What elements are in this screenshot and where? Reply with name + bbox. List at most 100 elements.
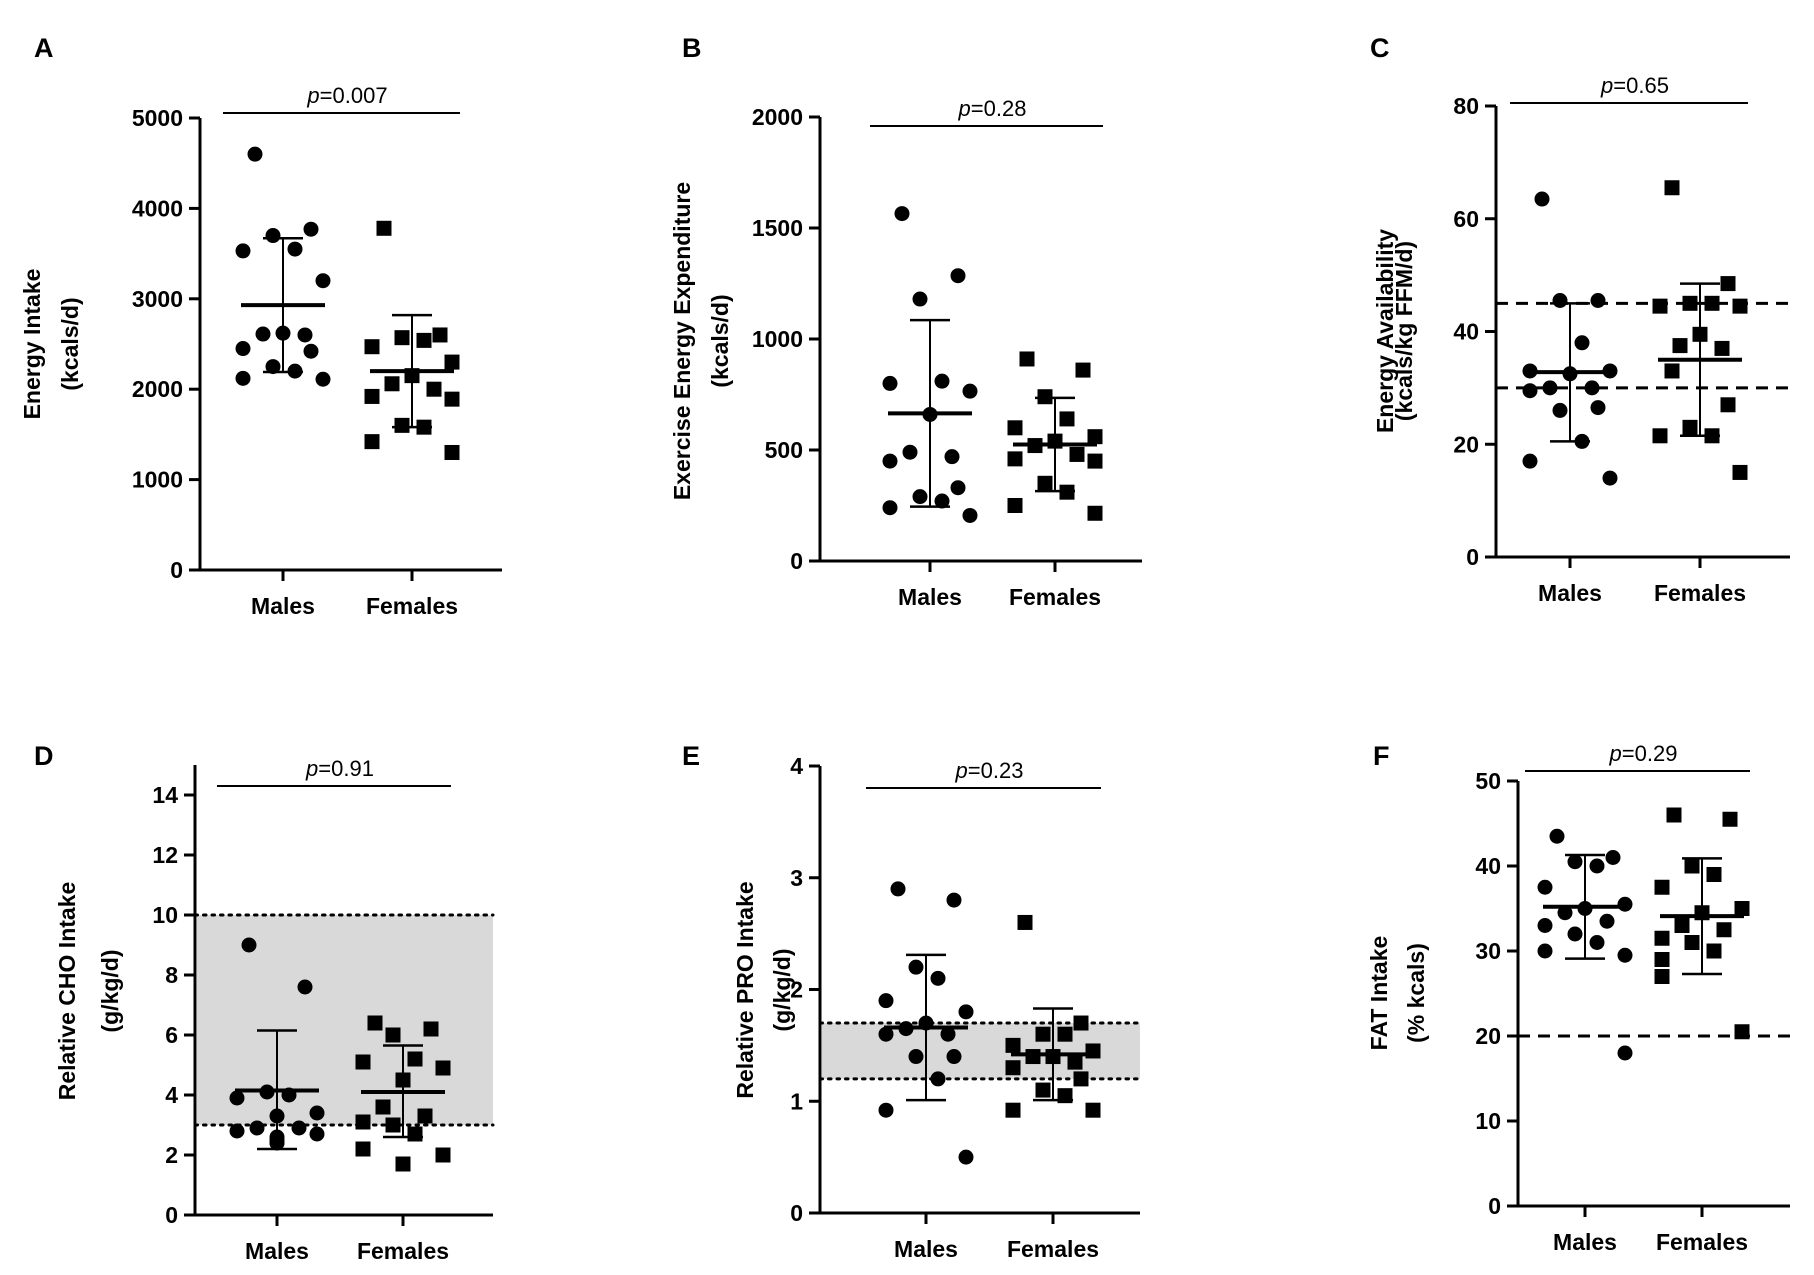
data-point-females [1025,1049,1041,1065]
y-tick-label: 6 [165,1022,178,1048]
data-point-females [384,376,400,392]
data-point-females [1057,1026,1073,1042]
data-point-females [375,1099,391,1115]
data-point-males [247,146,263,162]
data-point-females [1664,180,1680,196]
y-tick-label: 3000 [132,286,183,312]
data-point-males [229,1123,245,1139]
y-tick-label: 60 [1453,206,1479,232]
data-point-males [229,1090,245,1106]
data-point-females [355,1141,371,1157]
data-point-females [435,1147,451,1163]
data-point-males [912,291,928,307]
data-point-females [1087,429,1103,445]
data-point-males [287,241,303,257]
y-tick-label: 10 [152,902,178,928]
panel-letter: F [1373,741,1390,771]
y-tick-label: 5000 [132,105,183,131]
x-category-label: Males [1538,580,1602,606]
data-point-females [1666,807,1682,823]
y-tick-label: 14 [152,782,178,808]
data-point-females [444,444,460,460]
data-point-females [1073,1071,1089,1087]
data-point-females [394,417,410,433]
data-point-males [878,1102,894,1118]
data-point-females [1017,914,1033,930]
data-point-males [309,1126,325,1142]
y-axis-label: (% kcals) [1403,943,1429,1043]
data-point-females [1672,338,1688,354]
data-point-females [1706,867,1722,882]
data-point-females [1035,1026,1051,1042]
data-point-females [364,388,380,404]
data-point-females [1664,363,1680,379]
y-axis-label: Exercise Energy Expenditure [669,182,695,500]
data-point-females [395,1156,411,1172]
y-tick-label: 2 [165,1142,178,1168]
y-tick-label: 50 [1475,768,1501,794]
data-point-males [908,1049,924,1065]
data-point-males [303,221,319,237]
y-tick-label: 4 [790,753,803,779]
data-point-males [950,268,966,284]
y-tick-label: 4000 [132,195,183,221]
data-point-males [882,453,898,469]
panel-letter: D [34,741,54,771]
data-point-males [882,375,898,391]
chart-panel-e: 0 1 2 3 4 Males Females E Relative PRO Intake (g/… [682,741,1142,1262]
x-category-label: Females [1656,1229,1748,1255]
data-point-females [364,339,380,355]
data-point-males [940,1026,956,1042]
data-point-males [235,370,251,386]
data-point-females [426,381,442,397]
data-point-females [1005,1037,1021,1053]
y-tick-label: 20 [1453,431,1479,457]
data-point-females [1087,453,1103,469]
data-point-males [315,273,331,289]
data-point-females [417,1108,433,1124]
data-point-males [912,489,928,505]
data-point-males [1534,191,1550,207]
x-category-label: Females [1009,584,1101,610]
data-point-females [1684,858,1700,874]
data-point-females [1714,340,1730,356]
data-point-males [934,373,950,389]
data-point-males [878,1026,894,1042]
p-value-label: p=0.91 [305,756,374,781]
y-axis-label: Relative CHO Intake [54,882,80,1101]
data-point-females [1087,505,1103,521]
data-point-females [1720,397,1736,413]
data-point-males [890,881,906,897]
data-point-males [249,1120,265,1136]
x-category-label: Females [1654,580,1746,606]
data-point-males [1574,335,1590,351]
y-tick-label: 0 [170,557,183,583]
data-point-females [407,1126,423,1142]
y-tick-label: 2000 [752,104,803,130]
data-point-males [1542,380,1558,396]
data-point-females [1716,922,1732,938]
y-tick-label: 0 [165,1202,178,1228]
data-point-males [1552,292,1568,308]
data-point-females [1734,1024,1750,1040]
chart-panel-d: 0 2 4 6 8 10 12 14 Males Females D Relative CHO Int… [34,741,495,1264]
data-point-males [878,993,894,1009]
p-value: =0.23 [968,758,1024,783]
p-symbol: p [955,758,968,783]
data-point-males [1617,1045,1633,1061]
y-tick-label: 1000 [752,326,803,352]
data-point-males [235,341,251,357]
data-point-females [355,1054,371,1070]
data-point-males [1617,896,1633,912]
data-point-females [407,1051,423,1067]
data-point-females [385,1117,401,1133]
panel-letter: B [682,33,702,63]
data-point-females [1732,298,1748,314]
data-point-females [1067,1054,1083,1070]
data-point-males [1537,879,1553,895]
data-point-males [1589,858,1605,874]
data-point-females [1037,475,1053,491]
y-tick-label: 2000 [132,376,183,402]
data-point-females [432,327,448,343]
